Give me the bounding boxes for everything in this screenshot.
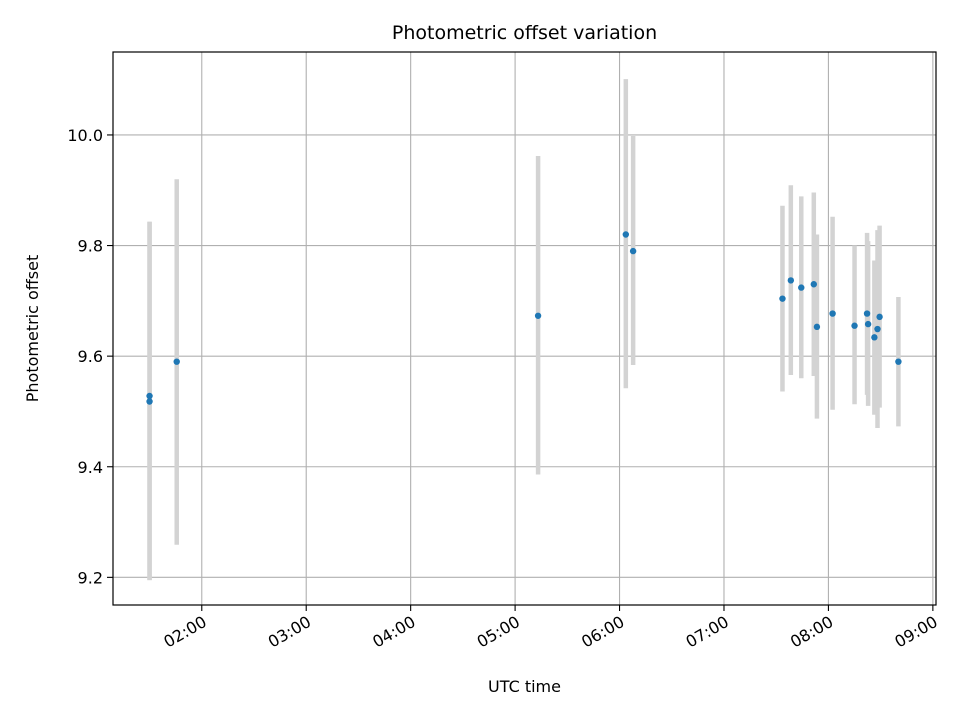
x-axis-label: UTC time xyxy=(488,677,561,696)
data-point xyxy=(629,247,637,255)
data-point xyxy=(810,281,818,288)
data-points xyxy=(146,231,902,405)
data-point xyxy=(876,313,883,321)
data-point xyxy=(779,295,786,302)
data-point xyxy=(798,284,805,291)
data-point xyxy=(874,325,881,333)
data-point xyxy=(173,358,180,365)
y-tick-label: 9.8 xyxy=(78,237,103,256)
y-axis-ticks: 9.2 9.4 9.6 9.8 10.0 xyxy=(67,126,113,587)
y-tick-label: 10.0 xyxy=(67,126,103,145)
data-point xyxy=(871,334,878,341)
data-point xyxy=(534,312,542,319)
data-point xyxy=(851,322,858,329)
plot-frame xyxy=(112,51,937,606)
data-point xyxy=(622,231,630,238)
data-point xyxy=(829,310,836,317)
y-tick-label: 9.4 xyxy=(78,458,103,477)
data-point xyxy=(895,358,902,365)
data-point xyxy=(863,310,871,317)
data-point xyxy=(864,320,872,328)
data-point xyxy=(146,398,153,405)
y-tick-label: 9.2 xyxy=(78,568,103,587)
data-point xyxy=(787,277,795,284)
y-tick-label: 9.6 xyxy=(78,347,103,366)
data-point xyxy=(813,323,821,331)
grid xyxy=(113,52,936,605)
y-axis-label: Photometric offset xyxy=(23,255,42,403)
data-point xyxy=(146,392,153,400)
chart-title: Photometric offset variation xyxy=(392,22,657,44)
